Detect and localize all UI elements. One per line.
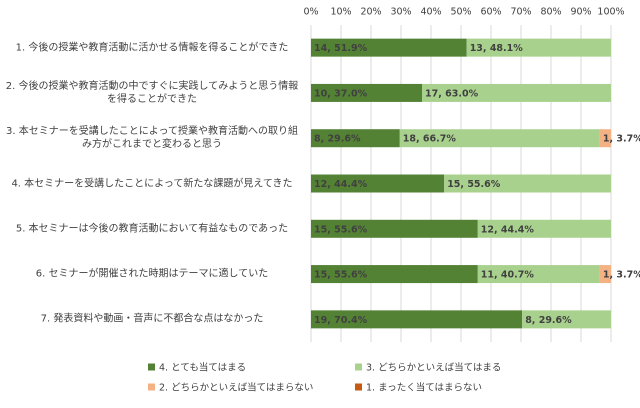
legend-swatch: [355, 363, 362, 371]
category-label: 2. 今後の授業や教育活動の中ですぐに実践してみようと思う情報を得ることができた: [5, 80, 299, 105]
x-tick-label: 50%: [450, 7, 471, 18]
category-label: 4. 本セミナーを受講したことによって新たな課題が見えてきた: [11, 178, 293, 189]
x-tick-label: 100%: [597, 7, 624, 18]
data-label: 8, 29.6%: [525, 315, 572, 326]
x-tick-label: 60%: [480, 7, 501, 18]
bar-segment: [466, 38, 611, 57]
bar-segment: [599, 129, 611, 148]
bar-segment: [444, 174, 611, 193]
legend-label: 4. とても当てはまる: [159, 362, 246, 374]
x-tick-label: 80%: [540, 7, 561, 18]
bar-segment: [311, 83, 422, 102]
bar-segment: [422, 83, 611, 102]
data-label: 12, 44.4%: [314, 179, 368, 190]
bar-segment: [477, 265, 600, 284]
category-label: 3. 本セミナーを受講したことによって授業や教育活動への取り組み方がこれまでと変…: [6, 126, 298, 151]
data-label: 8, 29.6%: [314, 134, 361, 145]
category-label: 5. 本セミナーは今後の教育活動において有益なものであった: [15, 223, 289, 235]
x-tick-label: 20%: [360, 7, 381, 18]
data-label: 15, 55.6%: [314, 224, 368, 235]
bar-segment: [311, 310, 523, 329]
legend-label: 1. まったく当てはまらない: [366, 382, 482, 394]
bar-segment: [311, 38, 467, 57]
data-label: 18, 66.7%: [403, 134, 457, 145]
data-label: 1, 3.7%: [603, 134, 640, 145]
data-label: 13, 48.1%: [470, 43, 524, 54]
x-tick-label: 0%: [303, 7, 318, 18]
x-tick-label: 30%: [390, 7, 411, 18]
category-label: 7. 発表資料や動画・音声に不都合な点はなかった: [40, 313, 264, 325]
legend-swatch: [355, 383, 362, 391]
category-label: 1. 今後の授業や教育活動に活かせる情報を得ることができた: [15, 42, 289, 54]
bar-segment: [311, 265, 478, 284]
x-tick-label: 70%: [510, 7, 531, 18]
bar-segment: [311, 129, 400, 148]
x-tick-label: 90%: [570, 7, 591, 18]
x-tick-label: 10%: [330, 7, 351, 18]
legend-label: 2. どちらかといえば当てはまらない: [159, 382, 313, 394]
legend-swatch: [148, 383, 155, 391]
bar-segment: [599, 265, 611, 284]
bar-segment: [477, 219, 611, 238]
bar-segment: [399, 129, 600, 148]
legend-swatch: [148, 363, 155, 371]
data-label: 14, 51.9%: [314, 43, 368, 54]
x-tick-label: 40%: [420, 7, 441, 18]
data-label: 17, 63.0%: [425, 88, 479, 99]
data-label: 11, 40.7%: [481, 270, 535, 281]
data-label: 1, 3.7%: [603, 270, 640, 281]
legend-label: 3. どちらかといえば当てはまる: [366, 362, 501, 374]
bar-segment: [311, 174, 445, 193]
data-label: 12, 44.4%: [481, 224, 535, 235]
bar-segment: [522, 310, 611, 329]
data-label: 10, 37.0%: [314, 88, 368, 99]
data-label: 15, 55.6%: [447, 179, 501, 190]
bar-segment: [311, 219, 478, 238]
category-label: 6. セミナーが開催された時期はテーマに適していた: [35, 268, 269, 280]
data-label: 19, 70.4%: [314, 315, 368, 326]
data-label: 15, 55.6%: [314, 270, 368, 281]
